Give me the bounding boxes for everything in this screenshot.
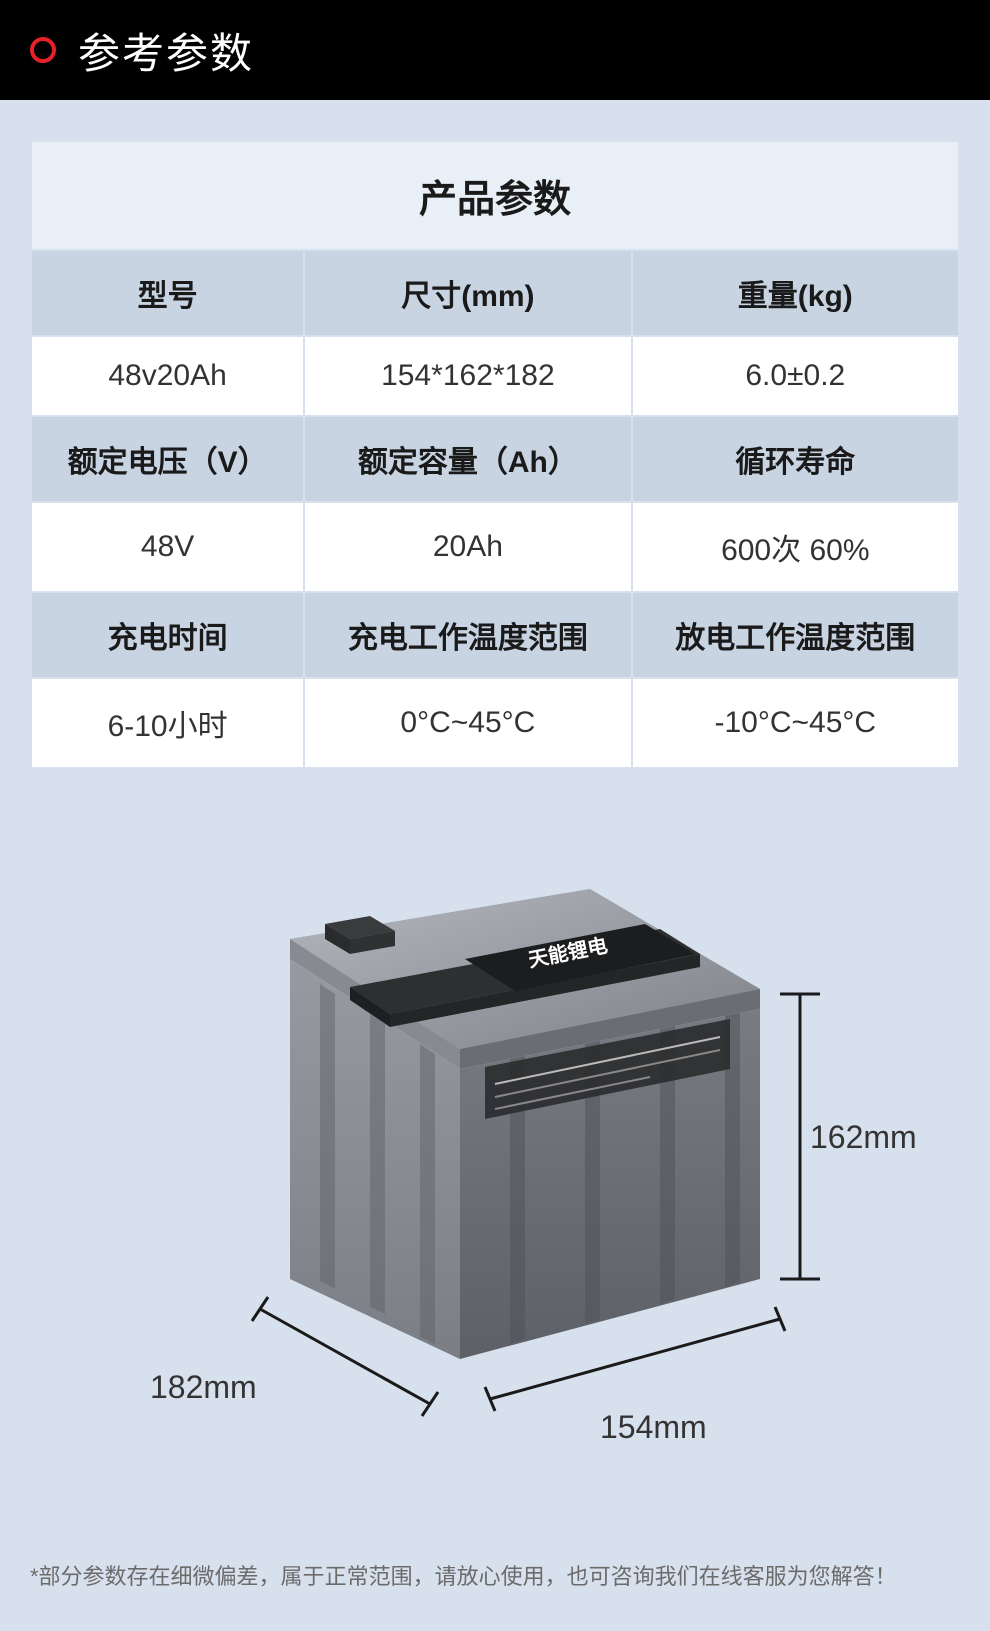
col-header: 额定容量（Ah） bbox=[305, 417, 630, 501]
dim-depth-label: 154mm bbox=[600, 1409, 707, 1446]
cell: 48v20Ah bbox=[32, 337, 303, 415]
col-header: 尺寸(mm) bbox=[305, 251, 630, 335]
cell: 6.0±0.2 bbox=[633, 337, 958, 415]
table-row: 额定电压（V） 额定容量（Ah） 循环寿命 bbox=[32, 417, 958, 501]
col-header: 循环寿命 bbox=[633, 417, 958, 501]
col-header: 充电工作温度范围 bbox=[305, 593, 630, 677]
cell: -10°C~45°C bbox=[633, 679, 958, 767]
spec-table-container: 产品参数 型号 尺寸(mm) 重量(kg) 48v20Ah 154*162*18… bbox=[0, 100, 990, 769]
cell: 0°C~45°C bbox=[305, 679, 630, 767]
table-row: 型号 尺寸(mm) 重量(kg) bbox=[32, 251, 958, 335]
col-header: 额定电压（V） bbox=[32, 417, 303, 501]
col-header: 充电时间 bbox=[32, 593, 303, 677]
table-row: 6-10小时 0°C~45°C -10°C~45°C bbox=[32, 679, 958, 767]
dim-width-label: 182mm bbox=[150, 1369, 257, 1406]
section-title: 参考参数 bbox=[78, 20, 254, 81]
battery-svg: 天能锂电 bbox=[30, 809, 960, 1529]
table-row: 48v20Ah 154*162*182 6.0±0.2 bbox=[32, 337, 958, 415]
table-row: 充电时间 充电工作温度范围 放电工作温度范围 bbox=[32, 593, 958, 677]
footnote: *部分参数存在细微偏差，属于正常范围，请放心使用，也可咨询我们在线客服为您解答！ bbox=[0, 1529, 990, 1631]
table-title: 产品参数 bbox=[32, 142, 958, 249]
cell: 154*162*182 bbox=[305, 337, 630, 415]
cell: 48V bbox=[32, 503, 303, 591]
cell: 20Ah bbox=[305, 503, 630, 591]
section-header: 参考参数 bbox=[0, 0, 990, 100]
table-row: 48V 20Ah 600次 60% bbox=[32, 503, 958, 591]
spec-table: 产品参数 型号 尺寸(mm) 重量(kg) 48v20Ah 154*162*18… bbox=[30, 140, 960, 769]
bullet-ring-icon bbox=[30, 37, 56, 63]
col-header: 放电工作温度范围 bbox=[633, 593, 958, 677]
cell: 600次 60% bbox=[633, 503, 958, 591]
col-header: 重量(kg) bbox=[633, 251, 958, 335]
cell: 6-10小时 bbox=[32, 679, 303, 767]
battery-diagram: 天能锂电 162mm 182mm 154mm bbox=[30, 809, 960, 1529]
dim-height-label: 162mm bbox=[810, 1119, 917, 1156]
col-header: 型号 bbox=[32, 251, 303, 335]
